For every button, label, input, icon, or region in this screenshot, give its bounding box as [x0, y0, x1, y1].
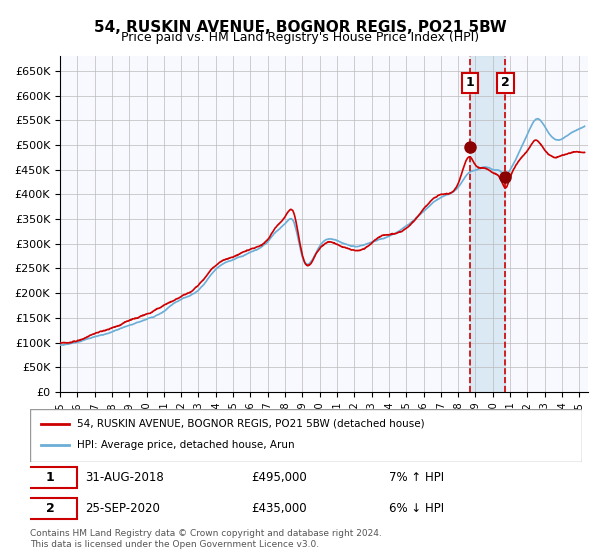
- Text: 1: 1: [466, 76, 474, 90]
- Text: 6% ↓ HPI: 6% ↓ HPI: [389, 502, 444, 515]
- FancyBboxPatch shape: [25, 498, 77, 519]
- Text: 54, RUSKIN AVENUE, BOGNOR REGIS, PO21 5BW: 54, RUSKIN AVENUE, BOGNOR REGIS, PO21 5B…: [94, 20, 506, 35]
- Text: £435,000: £435,000: [251, 502, 307, 515]
- Text: 25-SEP-2020: 25-SEP-2020: [85, 502, 160, 515]
- Bar: [470, 56, 505, 392]
- Text: Price paid vs. HM Land Registry's House Price Index (HPI): Price paid vs. HM Land Registry's House …: [121, 31, 479, 44]
- Text: 2: 2: [501, 76, 510, 90]
- Text: 31-AUG-2018: 31-AUG-2018: [85, 471, 164, 484]
- Text: 54, RUSKIN AVENUE, BOGNOR REGIS, PO21 5BW (detached house): 54, RUSKIN AVENUE, BOGNOR REGIS, PO21 5B…: [77, 419, 425, 429]
- Text: Contains HM Land Registry data © Crown copyright and database right 2024.
This d: Contains HM Land Registry data © Crown c…: [30, 529, 382, 549]
- Text: 1: 1: [46, 471, 55, 484]
- FancyBboxPatch shape: [30, 409, 582, 462]
- FancyBboxPatch shape: [25, 467, 77, 488]
- Text: HPI: Average price, detached house, Arun: HPI: Average price, detached house, Arun: [77, 440, 295, 450]
- Text: £495,000: £495,000: [251, 471, 307, 484]
- Text: 7% ↑ HPI: 7% ↑ HPI: [389, 471, 444, 484]
- Text: 2: 2: [46, 502, 55, 515]
